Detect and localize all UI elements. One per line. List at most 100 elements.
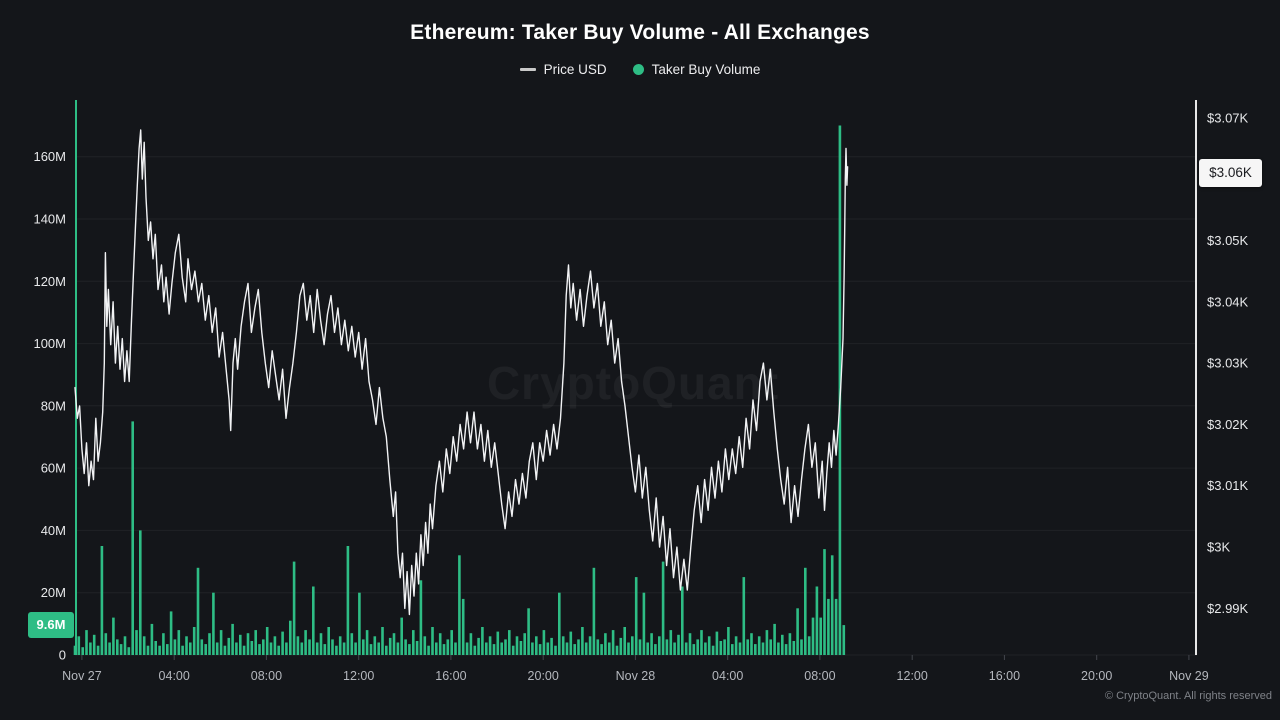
volume-bar	[85, 630, 88, 655]
volume-bar	[458, 555, 461, 655]
legend-item-taker-buy-volume[interactable]: Taker Buy Volume	[632, 62, 760, 77]
volume-bar	[558, 592, 561, 655]
price-line-marker-icon	[519, 68, 536, 71]
volume-bar	[369, 644, 373, 655]
x-tick-label: 20:00	[1081, 669, 1112, 683]
volume-bar	[242, 645, 246, 655]
volume-bar	[427, 645, 430, 655]
volume-bar	[634, 577, 638, 655]
volume-bar	[377, 642, 380, 655]
volume-bar	[354, 642, 357, 655]
volume-bar	[173, 639, 177, 655]
volume-bar	[231, 623, 234, 655]
volume-bar	[204, 644, 207, 655]
volume-bar	[139, 530, 142, 655]
volume-bar	[819, 617, 822, 655]
volume-bar	[642, 592, 646, 655]
volume-bar	[315, 642, 319, 655]
volume-bar	[473, 645, 477, 655]
volume-bar	[373, 636, 377, 655]
volume-bar	[438, 633, 442, 655]
volume-bar	[711, 645, 715, 655]
volume-bar	[604, 633, 607, 655]
right-tick-label: $3.07K	[1207, 110, 1249, 125]
volume-bar	[192, 627, 196, 655]
volume-bar	[704, 642, 707, 655]
volume-bar	[631, 636, 634, 655]
volume-bar	[492, 644, 496, 655]
volume-bar	[350, 633, 354, 655]
price-line	[74, 129, 849, 616]
volume-bar	[381, 627, 384, 655]
volume-bar	[750, 633, 753, 655]
x-tick-label: 12:00	[897, 669, 928, 683]
volume-bar	[281, 631, 284, 655]
volume-bar	[123, 636, 127, 655]
volume-bar	[569, 631, 573, 655]
volume-bar	[827, 598, 830, 655]
volume-bar	[435, 642, 438, 655]
volume-bar	[327, 627, 330, 655]
volume-bar	[461, 598, 465, 655]
volume-bar	[477, 637, 480, 655]
volume-dot-marker-icon	[632, 64, 644, 75]
volume-bar	[312, 586, 315, 655]
volume-bar	[658, 636, 661, 655]
volume-bar	[296, 636, 300, 655]
x-tick-label: 04:00	[159, 669, 190, 683]
volume-bar	[81, 647, 84, 655]
volume-bar	[788, 633, 792, 655]
volume-bar	[331, 639, 334, 655]
right-tick-label: $2.99K	[1207, 601, 1249, 616]
legend-item-price[interactable]: Price USD	[519, 62, 607, 77]
volume-bar	[362, 639, 365, 655]
volume-bar	[573, 644, 576, 655]
volume-bar	[146, 645, 150, 655]
volume-bar	[565, 642, 569, 655]
volume-bar	[235, 642, 238, 655]
volume-bar	[292, 561, 296, 655]
volume-bar	[546, 642, 550, 655]
volume-bar	[338, 636, 342, 655]
volume-bar	[104, 633, 108, 655]
volume-bar	[385, 645, 388, 655]
volume-bar	[100, 546, 104, 655]
volume-bar	[412, 630, 415, 655]
volume-bar	[661, 561, 665, 655]
x-tick-label: 12:00	[343, 669, 374, 683]
volume-bar	[584, 642, 588, 655]
volume-bar	[707, 636, 711, 655]
volume-bar	[365, 630, 369, 655]
volume-bar	[481, 627, 484, 655]
volume-bar	[454, 642, 457, 655]
volume-bar	[765, 630, 769, 655]
right-tick-label: $3.01K	[1207, 478, 1249, 493]
volume-bar	[688, 633, 692, 655]
current-price-badge: $3.06K	[1199, 158, 1262, 187]
volume-bar	[408, 644, 411, 655]
volume-bar	[731, 644, 734, 655]
volume-bar	[277, 645, 280, 655]
volume-bar	[792, 641, 796, 655]
volume-bar	[777, 642, 780, 655]
volume-bar	[734, 636, 738, 655]
volume-bar	[715, 631, 719, 655]
chart-legend: Price USD Taker Buy Volume	[0, 62, 1280, 77]
volume-bar	[200, 639, 204, 655]
volume-bar	[511, 645, 515, 655]
volume-bar	[488, 636, 492, 655]
volume-bar	[92, 634, 96, 655]
volume-bar	[181, 645, 184, 655]
legend-label-price: Price USD	[543, 62, 607, 77]
left-tick-label: 140M	[33, 212, 66, 227]
volume-bar	[538, 644, 542, 655]
volume-bar	[258, 644, 261, 655]
volume-bar	[500, 642, 503, 655]
volume-bar	[738, 642, 742, 655]
volume-bar	[262, 639, 265, 655]
volume-bar	[692, 644, 696, 655]
left-tick-label: 160M	[33, 149, 66, 164]
volume-bar	[400, 617, 403, 655]
left-tick-label: 120M	[33, 274, 66, 289]
